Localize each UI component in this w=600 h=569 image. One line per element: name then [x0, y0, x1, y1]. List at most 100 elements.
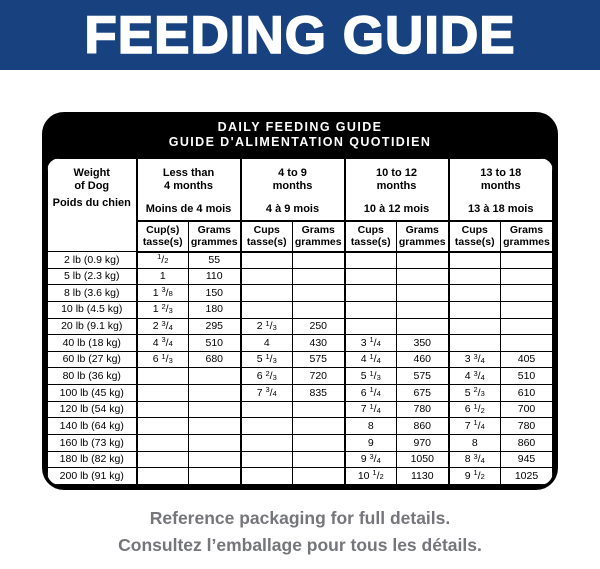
- table-row: 100 lb (45 kg) 7 3/4 835 6 1/4 675 5 2/3 610: [47, 384, 553, 402]
- grams-value-cell: [188, 450, 241, 469]
- cups-value-cell: 9 3/4: [343, 450, 397, 469]
- grams-value-cell: 970: [396, 434, 449, 452]
- cups-value-cell: 5 1/3: [239, 350, 293, 369]
- cups-value-cell: [239, 417, 293, 436]
- cups-value-cell: [343, 284, 397, 302]
- cups-value-cell: 6 1/4: [343, 384, 397, 402]
- grams-value-cell: [292, 467, 345, 485]
- footer-note-fr: Consultez l’emballage pour tous les déta…: [118, 535, 482, 555]
- cups-value-cell: 3 3/4: [447, 350, 501, 369]
- grams-header: Grams grammes: [188, 219, 241, 253]
- cups-value-cell: [239, 267, 293, 286]
- cups-value-cell: 1 2/3: [135, 300, 189, 319]
- grams-value-cell: [396, 300, 449, 319]
- cups-value-cell: 4 3/4: [447, 367, 501, 386]
- grams-value-cell: 675: [396, 384, 449, 402]
- cups-value-cell: [343, 267, 397, 286]
- cups-header: Cup(s) tasse(s): [135, 219, 189, 253]
- grams-value-cell: 575: [292, 350, 345, 369]
- grams-value-cell: [188, 400, 241, 419]
- grams-value-cell: 350: [396, 334, 449, 352]
- grams-value-cell: 55: [188, 251, 241, 269]
- grams-value-cell: 250: [292, 317, 345, 336]
- grams-value-cell: 945: [500, 450, 553, 469]
- cups-value-cell: [447, 251, 501, 269]
- grams-value-cell: 860: [500, 434, 553, 452]
- grams-value-cell: [188, 434, 241, 452]
- weight-header-fr: Poids du chien: [52, 197, 131, 209]
- grams-value-cell: [188, 467, 241, 485]
- grams-value-cell: [292, 284, 345, 302]
- cups-value-cell: [135, 450, 189, 469]
- weight-cell: 5 lb (2.3 kg): [47, 267, 137, 286]
- grams-value-cell: [500, 334, 553, 352]
- cups-value-cell: 1 3/8: [135, 284, 189, 302]
- grams-value-cell: 405: [500, 350, 553, 369]
- cups-value-cell: [135, 384, 189, 402]
- unit-header-row: Cup(s) tasse(s) Grams grammes Cups tasse(s…: [48, 219, 553, 253]
- cups-value-cell: [343, 300, 397, 319]
- cups-value-cell: [135, 417, 189, 436]
- weight-cell: 120 lb (54 kg): [47, 400, 137, 419]
- cups-value-cell: [239, 300, 293, 319]
- age-group-label-fr: Moins de 4 mois: [145, 203, 232, 215]
- cups-value-cell: 7 3/4: [239, 384, 293, 402]
- cups-value-cell: [447, 317, 501, 336]
- cups-value-cell: [135, 367, 189, 386]
- grams-value-cell: [500, 300, 553, 319]
- cups-value-cell: [343, 251, 397, 269]
- table-row: 40 lb (18 kg) 4 3/4 510 4 430 3 1/4 350: [47, 334, 553, 352]
- cups-value-cell: 4 3/4: [135, 334, 189, 352]
- feeding-table: Weight of Dog Poids du chien Less than 4…: [47, 158, 553, 485]
- cups-header: Cups tasse(s): [447, 219, 501, 253]
- grams-value-cell: [396, 267, 449, 286]
- cups-value-cell: [447, 284, 501, 302]
- cups-value-cell: 9: [343, 434, 397, 452]
- grams-value-cell: 780: [500, 417, 553, 436]
- table-row: 80 lb (36 kg) 6 2/3 720 5 1/3 575 4 3/4 510: [47, 367, 553, 386]
- grams-value-cell: [292, 251, 345, 269]
- grams-value-cell: 610: [500, 384, 553, 402]
- grams-value-cell: 430: [292, 334, 345, 352]
- weight-cell: 140 lb (64 kg): [47, 417, 137, 436]
- grams-header: Grams grammes: [500, 219, 553, 253]
- grams-value-cell: [500, 317, 553, 336]
- footer-note-en: Reference packaging for full details.: [149, 508, 451, 528]
- cups-value-cell: 4 1/4: [343, 350, 397, 369]
- grams-header: Grams grammes: [292, 219, 345, 253]
- cups-value-cell: [239, 251, 293, 269]
- cups-value-cell: [135, 434, 189, 452]
- table-row: 8 lb (3.6 kg) 1 3/8 150: [47, 284, 553, 302]
- grams-value-cell: 180: [188, 300, 241, 319]
- cups-value-cell: 6 2/3: [239, 367, 293, 386]
- cups-value-cell: 9 1/2: [447, 467, 501, 485]
- feeding-guide-card: DAILY FEEDING GUIDE GUIDE D'ALIMENTATION…: [42, 112, 558, 490]
- age-group-label-fr: 4 à 9 mois: [265, 203, 320, 215]
- grams-value-cell: [292, 417, 345, 436]
- weight-cell: 60 lb (27 kg): [47, 350, 137, 369]
- cups-value-cell: 8: [343, 417, 397, 436]
- table-title-fr: GUIDE D'ALIMENTATION QUOTIDIEN: [168, 135, 432, 149]
- table-row: 140 lb (64 kg) 8 860 7 1/4 780: [47, 417, 553, 436]
- grams-value-cell: [188, 367, 241, 386]
- table-row: 200 lb (91 kg) 10 1/2 1130 9 1/2 1025: [47, 467, 553, 485]
- grams-header: Grams grammes: [396, 219, 449, 253]
- cups-value-cell: [239, 400, 293, 419]
- table-row: 160 lb (73 kg) 9 970 8 860: [47, 434, 553, 452]
- cups-header: Cups tasse(s): [343, 219, 397, 253]
- cups-value-cell: [135, 400, 189, 419]
- weight-cell: 10 lb (4.5 kg): [47, 300, 137, 319]
- age-group-label-en: Less than 4 months: [162, 167, 215, 192]
- age-group-label-fr: 13 à 18 mois: [468, 203, 534, 215]
- grams-value-cell: 780: [396, 400, 449, 419]
- grams-value-cell: [500, 284, 553, 302]
- cups-value-cell: [239, 467, 293, 485]
- cups-value-cell: 10 1/2: [343, 467, 397, 485]
- cups-header: Cups tasse(s): [239, 219, 293, 253]
- cups-value-cell: [343, 317, 397, 336]
- grams-value-cell: 860: [396, 417, 449, 436]
- grams-value-cell: 110: [188, 267, 241, 286]
- feeding-table-body: 2 lb (0.9 kg) 1/2 55 5 lb (2.3 kg) 1 110 8 lb …: [47, 251, 553, 485]
- cups-value-cell: [447, 300, 501, 319]
- footer-note: Reference packaging for full details. Co…: [0, 505, 600, 559]
